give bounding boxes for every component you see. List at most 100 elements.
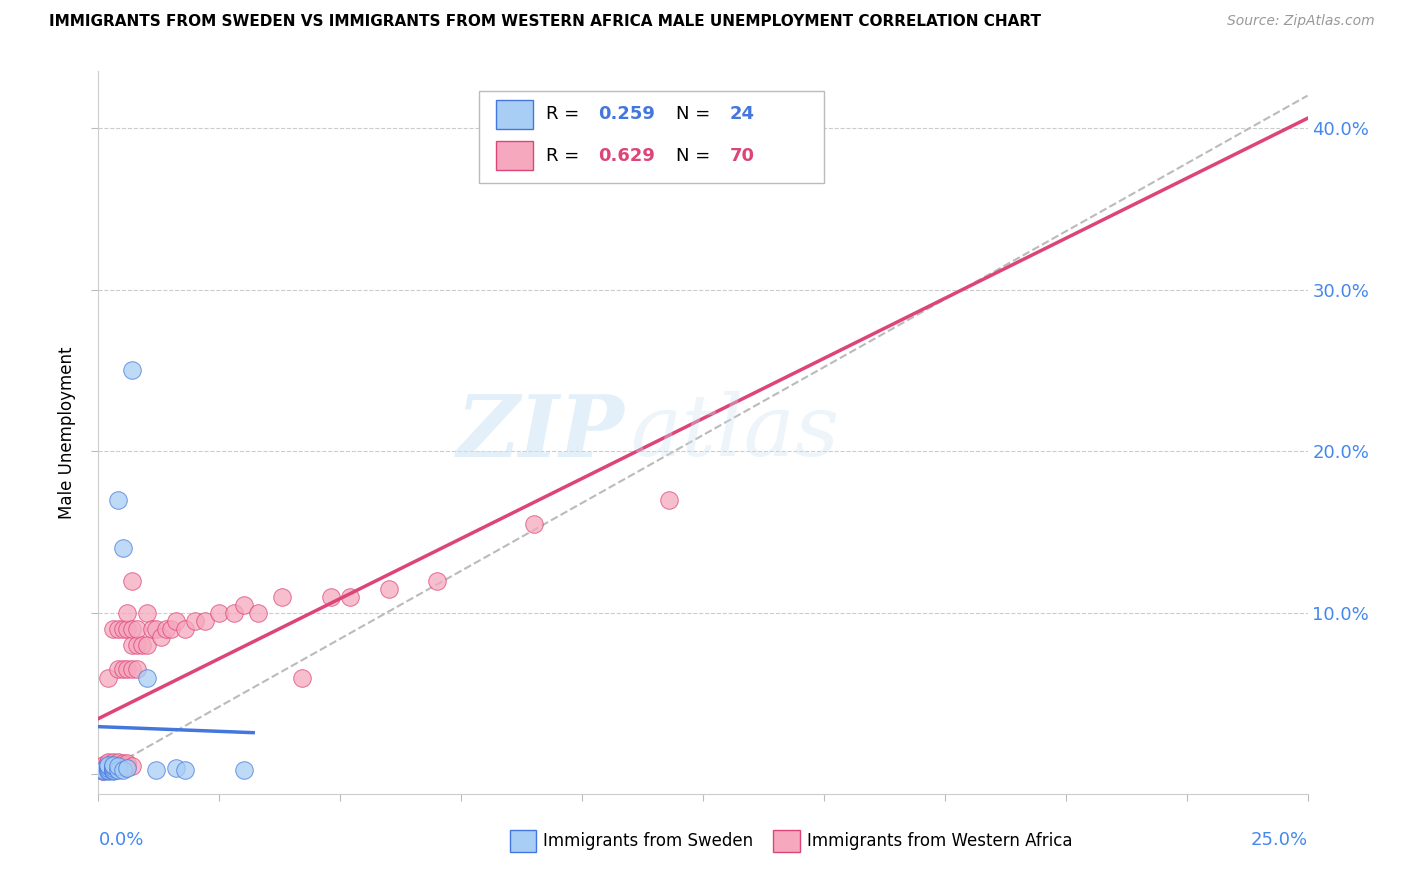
- Point: [247, 606, 270, 620]
- Point: [131, 638, 153, 652]
- Text: Immigrants from Western Africa: Immigrants from Western Africa: [807, 832, 1073, 850]
- Point: [97, 757, 120, 772]
- Point: [107, 756, 129, 771]
- Point: [117, 757, 139, 772]
- Point: [117, 622, 139, 636]
- Point: [101, 759, 124, 773]
- Text: 0.629: 0.629: [598, 147, 655, 165]
- FancyBboxPatch shape: [509, 830, 536, 852]
- Point: [232, 763, 254, 777]
- Point: [135, 638, 157, 652]
- Point: [194, 614, 217, 628]
- Point: [101, 757, 124, 772]
- Point: [97, 759, 120, 773]
- Point: [165, 614, 187, 628]
- Point: [339, 590, 361, 604]
- Point: [101, 763, 124, 777]
- Point: [107, 761, 129, 775]
- Point: [135, 606, 157, 620]
- Point: [271, 590, 294, 604]
- Point: [290, 671, 312, 685]
- Point: [121, 759, 143, 773]
- Point: [107, 662, 129, 676]
- Point: [107, 755, 129, 769]
- Text: 70: 70: [730, 147, 755, 165]
- Text: atlas: atlas: [630, 392, 839, 474]
- Text: R =: R =: [546, 147, 585, 165]
- Y-axis label: Male Unemployment: Male Unemployment: [58, 346, 76, 519]
- Point: [111, 541, 134, 556]
- Point: [127, 638, 149, 652]
- Point: [127, 622, 149, 636]
- Point: [101, 622, 124, 636]
- Point: [101, 757, 124, 772]
- Point: [101, 761, 124, 775]
- Point: [91, 761, 114, 775]
- Point: [97, 761, 120, 775]
- FancyBboxPatch shape: [773, 830, 800, 852]
- Text: Source: ZipAtlas.com: Source: ZipAtlas.com: [1227, 14, 1375, 29]
- Point: [101, 755, 124, 769]
- Point: [97, 763, 120, 777]
- Point: [107, 492, 129, 507]
- Point: [111, 662, 134, 676]
- Point: [165, 761, 187, 775]
- Point: [377, 582, 399, 596]
- Point: [523, 516, 546, 531]
- Point: [97, 763, 120, 777]
- Point: [127, 662, 149, 676]
- Point: [101, 759, 124, 773]
- Point: [111, 763, 134, 777]
- Point: [111, 757, 134, 772]
- Point: [91, 763, 114, 777]
- Point: [91, 763, 114, 777]
- Point: [145, 622, 167, 636]
- Text: 0.259: 0.259: [598, 105, 655, 123]
- Point: [135, 671, 157, 685]
- Text: N =: N =: [676, 105, 717, 123]
- Point: [97, 761, 120, 775]
- Point: [319, 590, 342, 604]
- FancyBboxPatch shape: [479, 91, 824, 184]
- Point: [160, 622, 183, 636]
- Text: IMMIGRANTS FROM SWEDEN VS IMMIGRANTS FROM WESTERN AFRICA MALE UNEMPLOYMENT CORRE: IMMIGRANTS FROM SWEDEN VS IMMIGRANTS FRO…: [49, 14, 1042, 29]
- Point: [117, 606, 139, 620]
- Point: [174, 763, 197, 777]
- Point: [184, 614, 207, 628]
- Point: [155, 622, 177, 636]
- Point: [121, 574, 143, 588]
- Point: [111, 756, 134, 771]
- Point: [107, 759, 129, 773]
- Point: [121, 662, 143, 676]
- Point: [232, 598, 254, 612]
- Point: [208, 606, 231, 620]
- Text: 0.0%: 0.0%: [98, 831, 143, 849]
- Point: [121, 363, 143, 377]
- Point: [97, 757, 120, 772]
- Point: [97, 756, 120, 771]
- Point: [107, 759, 129, 773]
- Point: [222, 606, 245, 620]
- Text: Immigrants from Sweden: Immigrants from Sweden: [543, 832, 754, 850]
- Point: [174, 622, 197, 636]
- Point: [97, 671, 120, 685]
- Point: [111, 759, 134, 773]
- Point: [97, 755, 120, 769]
- Point: [91, 764, 114, 779]
- Point: [91, 759, 114, 773]
- Point: [101, 756, 124, 771]
- Point: [117, 756, 139, 771]
- Point: [107, 763, 129, 777]
- Point: [145, 763, 167, 777]
- Point: [150, 630, 173, 644]
- Text: R =: R =: [546, 105, 585, 123]
- Point: [117, 662, 139, 676]
- Text: 24: 24: [730, 105, 755, 123]
- Point: [107, 622, 129, 636]
- Point: [101, 763, 124, 777]
- Text: 25.0%: 25.0%: [1250, 831, 1308, 849]
- Text: ZIP: ZIP: [457, 391, 624, 475]
- Point: [97, 764, 120, 779]
- Point: [121, 638, 143, 652]
- Text: N =: N =: [676, 147, 717, 165]
